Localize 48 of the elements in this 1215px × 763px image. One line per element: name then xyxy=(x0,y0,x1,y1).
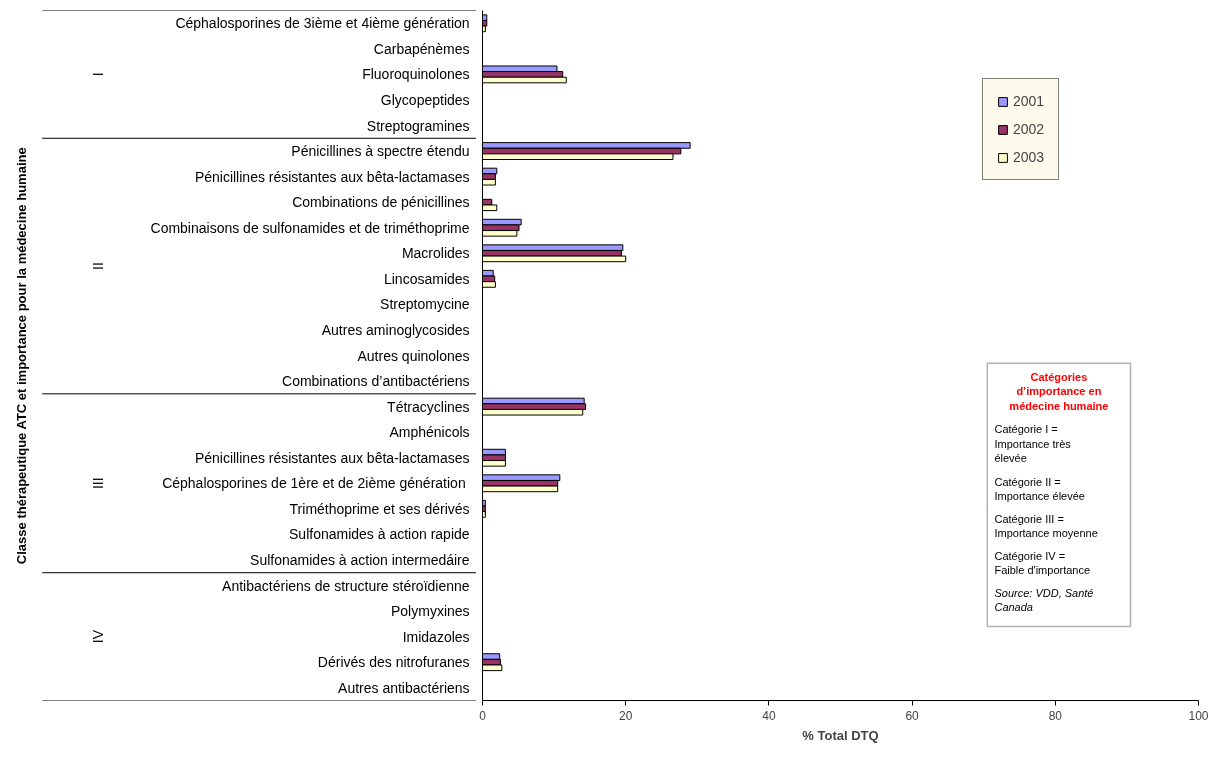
text: I xyxy=(89,72,106,77)
text: Classe thérapeutique ATC et importance pour la médecine humaine xyxy=(13,147,29,565)
y-tick-label: Autres aminoglycosides xyxy=(321,321,470,338)
y-tick-label: Lincosamides xyxy=(383,270,470,287)
annotation: Catégorie II = Importance élevée xyxy=(994,475,1085,503)
x-tick-label: 100 xyxy=(1188,708,1209,723)
y-tick-label: Carbapénèmes xyxy=(373,40,470,57)
y-tick-label: Tétracyclines xyxy=(387,398,470,415)
text: II xyxy=(89,262,106,270)
y-tick-label: Autres antibactériens xyxy=(338,679,470,696)
y-tick-label: Céphalosporines de 3ième et 4ième génération xyxy=(175,15,470,32)
y-tick-label: Polymyxines xyxy=(390,603,470,620)
y-tick-label: Imidazoles xyxy=(402,628,470,645)
y-tick-label: Amphénicols xyxy=(389,424,470,441)
annotation: Source: VDD, Santé Canada xyxy=(994,586,1094,614)
y-tick-label: Glycopeptides xyxy=(380,91,470,108)
y-tick-label: Streptogramines xyxy=(366,117,470,134)
legend-label: 2003 xyxy=(1013,149,1045,165)
y-tick-label: Combinations d’antibactériens xyxy=(282,373,470,390)
y-tick-label: Combinations de pénicillines xyxy=(292,194,470,211)
y-tick-label: Pénicillines résistantes aux bêta-lactamases xyxy=(194,168,470,185)
y-tick-label: Combinaisons de sulfonamides et de triméthoprime xyxy=(150,219,470,236)
annotation: Catégorie I = Importance très élevée xyxy=(994,423,1072,465)
annotation: Catégorie III = Importance moyenne xyxy=(994,512,1098,540)
legend-label: 2002 xyxy=(1013,121,1045,137)
y-tick-label: Antibactériens de structure stéroïdienne xyxy=(222,577,470,594)
annotation: Catégories d’importance en médecine humaine xyxy=(1009,370,1109,412)
y-tick-label: Fluoroquinolones xyxy=(362,66,470,83)
y-tick-label: Autres quinolones xyxy=(357,347,470,364)
text: III xyxy=(89,477,106,490)
y-tick-label: Macrolides xyxy=(401,245,470,262)
annotation: Catégorie IV = Faible d'importance xyxy=(994,549,1091,577)
y-tick-label: Sulfonamides à action intermedáire xyxy=(250,551,470,568)
y-tick-label: Sulfonamides à action rapide xyxy=(289,526,470,543)
y-tick-label: Céphalosporines de 1ère et de 2ième génération xyxy=(162,475,466,492)
y-tick-label: Triméthoprime et ses dérivés xyxy=(289,500,470,517)
y-tick-label: Dérivés des nitrofuranes xyxy=(317,654,470,671)
y-tick-label: Pénicillines résistantes aux bêta-lactamases xyxy=(194,449,470,466)
legend-label: 2001 xyxy=(1013,93,1045,109)
text: IV xyxy=(89,629,106,644)
x-axis-title: % Total DTQ xyxy=(802,727,879,743)
y-tick-label: Streptomycine xyxy=(380,296,470,313)
y-tick-label: Pénicillines à spectre étendu xyxy=(291,143,470,160)
x-tick-label: 0 xyxy=(479,708,487,723)
x-tick-label: 40 xyxy=(762,708,776,723)
x-tick-label: 20 xyxy=(619,708,633,723)
x-tick-label: 60 xyxy=(905,708,920,723)
x-tick-label: 80 xyxy=(1048,708,1063,723)
